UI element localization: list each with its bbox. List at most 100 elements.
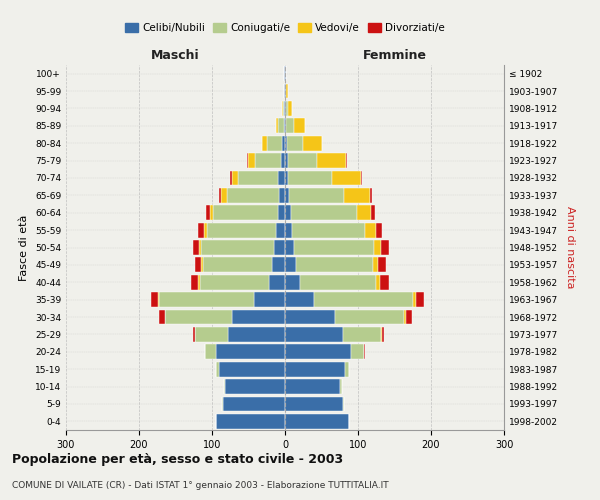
Bar xyxy=(285,188,289,202)
Bar xyxy=(159,310,164,324)
Bar xyxy=(230,170,232,186)
Bar xyxy=(164,310,165,324)
Bar xyxy=(350,344,364,359)
Bar xyxy=(291,206,356,220)
Bar xyxy=(285,344,350,359)
Bar xyxy=(286,118,294,133)
Bar xyxy=(278,118,284,133)
Bar xyxy=(281,153,285,168)
Bar xyxy=(232,170,238,186)
Bar xyxy=(379,258,386,272)
Bar xyxy=(285,222,292,238)
Bar xyxy=(282,101,283,116)
Y-axis label: Anni di nascita: Anni di nascita xyxy=(565,206,575,289)
Bar xyxy=(276,222,285,238)
Bar xyxy=(346,153,347,168)
Bar xyxy=(284,84,285,98)
Bar xyxy=(285,292,314,307)
Bar xyxy=(215,414,285,428)
Bar xyxy=(285,66,286,81)
Bar xyxy=(215,362,220,376)
Bar xyxy=(198,222,204,238)
Bar xyxy=(285,362,345,376)
Bar xyxy=(364,344,365,359)
Bar xyxy=(370,188,372,202)
Bar xyxy=(224,379,225,394)
Bar xyxy=(361,170,362,186)
Bar xyxy=(191,275,198,289)
Bar xyxy=(206,206,210,220)
Bar xyxy=(279,188,285,202)
Text: Popolazione per età, sesso e stato civile - 2003: Popolazione per età, sesso e stato civil… xyxy=(12,452,343,466)
Bar xyxy=(285,84,286,98)
Bar xyxy=(285,258,296,272)
Bar xyxy=(299,275,376,289)
Bar xyxy=(344,188,370,202)
Bar xyxy=(222,396,223,411)
Bar xyxy=(373,258,379,272)
Bar xyxy=(285,275,299,289)
Bar xyxy=(376,222,382,238)
Bar xyxy=(214,206,278,220)
Bar xyxy=(288,170,332,186)
Bar xyxy=(296,258,373,272)
Text: Maschi: Maschi xyxy=(151,50,200,62)
Bar xyxy=(238,170,278,186)
Bar xyxy=(254,292,285,307)
Bar xyxy=(317,153,346,168)
Bar xyxy=(255,153,281,168)
Bar xyxy=(285,310,335,324)
Bar xyxy=(335,310,404,324)
Bar xyxy=(205,344,215,359)
Bar xyxy=(382,327,384,342)
Bar xyxy=(195,258,201,272)
Bar xyxy=(201,240,274,255)
Bar xyxy=(416,292,424,307)
Bar xyxy=(380,275,389,289)
Y-axis label: Fasce di età: Fasce di età xyxy=(19,214,29,280)
Bar xyxy=(371,206,375,220)
Bar xyxy=(203,258,272,272)
Bar xyxy=(285,379,340,394)
Bar xyxy=(278,170,285,186)
Bar xyxy=(343,327,382,342)
Bar xyxy=(232,310,285,324)
Bar xyxy=(287,136,303,150)
Bar xyxy=(285,136,287,150)
Bar xyxy=(285,396,343,411)
Bar xyxy=(356,206,371,220)
Bar xyxy=(207,222,276,238)
Bar xyxy=(204,222,207,238)
Bar xyxy=(228,327,285,342)
Bar xyxy=(340,379,342,394)
Bar xyxy=(374,240,382,255)
Bar xyxy=(343,396,344,411)
Bar xyxy=(227,188,279,202)
Bar xyxy=(382,240,389,255)
Bar xyxy=(285,240,294,255)
Bar xyxy=(199,240,201,255)
Bar xyxy=(262,136,268,150)
Bar xyxy=(275,118,278,133)
Bar xyxy=(284,118,285,133)
Bar xyxy=(286,101,288,116)
Bar xyxy=(223,396,285,411)
Bar xyxy=(282,136,285,150)
Bar xyxy=(210,206,214,220)
Bar xyxy=(221,188,227,202)
Bar xyxy=(165,310,232,324)
Bar xyxy=(286,84,288,98)
Bar xyxy=(292,222,365,238)
Bar xyxy=(413,292,416,307)
Bar xyxy=(283,101,284,116)
Bar xyxy=(195,327,228,342)
Bar xyxy=(160,292,254,307)
Bar xyxy=(406,310,412,324)
Bar xyxy=(269,275,285,289)
Bar xyxy=(404,310,406,324)
Bar xyxy=(193,240,199,255)
Bar xyxy=(218,188,221,202)
Bar xyxy=(151,292,158,307)
Legend: Celibi/Nubili, Coniugati/e, Vedovi/e, Divorziati/e: Celibi/Nubili, Coniugati/e, Vedovi/e, Di… xyxy=(121,19,449,38)
Bar xyxy=(248,153,255,168)
